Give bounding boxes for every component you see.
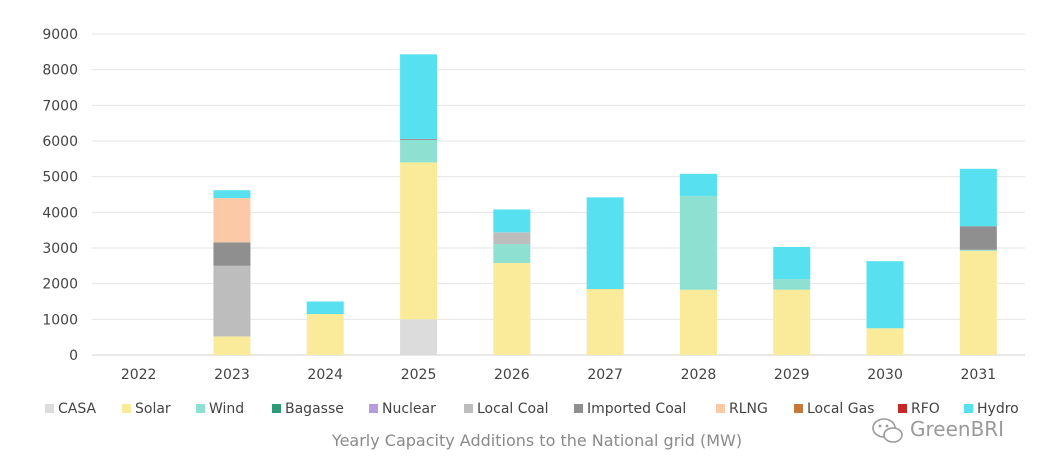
legend-label: RFO — [911, 401, 940, 417]
legend-swatch — [464, 404, 473, 413]
bar-segment-hydro-2023 — [213, 190, 251, 199]
legend-label: Local Coal — [477, 401, 549, 417]
legend: CASA Solar Wind Bagasse Nuclear Local Coal Imp… — [45, 401, 1019, 417]
y-tick-label: 9000 — [42, 27, 78, 43]
bar-segment-local-coal-2023 — [213, 265, 251, 337]
legend-swatch — [794, 404, 803, 413]
legend-label: RLNG — [729, 401, 768, 417]
bar-segment-solar-2024 — [306, 313, 344, 355]
legend-swatch — [45, 404, 54, 413]
legend-label: Imported Coal — [587, 401, 686, 417]
legend-swatch — [964, 404, 973, 413]
legend-swatch — [898, 404, 907, 413]
bar-segment-hydro-2027 — [586, 197, 624, 290]
bar-segment-solar-2023 — [213, 336, 251, 355]
y-tick-label: 8000 — [42, 63, 78, 79]
legend-swatch — [196, 404, 205, 413]
y-tick-label: 3000 — [42, 241, 78, 257]
x-axis-ticks: 2022 2023 2024 2025 2026 2027 2028 2029 2030 2031 — [121, 367, 996, 383]
bar-segment-hydro-2031 — [959, 168, 997, 227]
x-tick-label: 2023 — [214, 367, 250, 383]
bar-segment-solar-2031 — [959, 250, 997, 355]
legend-swatch — [122, 404, 131, 413]
x-tick-label: 2029 — [774, 367, 810, 383]
legend-label: Wind — [209, 401, 244, 417]
y-tick-label: 6000 — [42, 134, 78, 150]
bar-segment-solar-2027 — [586, 289, 624, 355]
x-tick-label: 2027 — [587, 367, 623, 383]
bar-segment-solar-2030 — [866, 328, 904, 355]
bar-segment-hydro-2029 — [773, 246, 811, 280]
y-tick-label: 0 — [69, 348, 78, 364]
chart-title: Yearly Capacity Additions to the Nationa… — [331, 431, 742, 450]
bar-segment-solar-2026 — [493, 262, 531, 355]
bar-segment-hydro-2028 — [679, 173, 717, 196]
bar-segment-wind-2026 — [493, 244, 531, 263]
bar-segment-hydro-2026 — [493, 209, 531, 233]
legend-label: Nuclear — [382, 401, 436, 417]
bar-segment-wind-2028 — [679, 195, 717, 290]
bar-segment-imported-coal-2023 — [213, 242, 251, 266]
bar-segment-solar-2028 — [679, 289, 717, 355]
y-tick-label: 5000 — [42, 170, 78, 186]
legend-swatch — [369, 404, 378, 413]
y-axis-ticks: 0 1000 2000 3000 4000 5000 6000 7000 8000 9000 — [42, 27, 78, 364]
x-tick-label: 2028 — [681, 367, 717, 383]
legend-swatch — [716, 404, 725, 413]
y-tick-label: 7000 — [42, 98, 78, 114]
x-tick-label: 2030 — [867, 367, 903, 383]
bar-segment-imported-coal-2031 — [959, 226, 997, 250]
legend-label: Local Gas — [807, 401, 874, 417]
bar-segment-rlng-2023 — [213, 198, 251, 243]
watermark-text: GreenBRI — [910, 417, 1004, 441]
legend-swatch — [574, 404, 583, 413]
bar-segment-hydro-2024 — [306, 301, 344, 314]
legend-label: Solar — [135, 401, 171, 417]
bar-segment-imported-coal-2025 — [400, 138, 438, 140]
x-tick-label: 2025 — [401, 367, 437, 383]
x-tick-label: 2026 — [494, 367, 530, 383]
bar-segment-wind-2029 — [773, 279, 811, 290]
x-tick-label: 2031 — [961, 367, 997, 383]
x-tick-label: 2022 — [121, 367, 157, 383]
bar-segment-hydro-2025 — [400, 54, 438, 139]
bars — [213, 54, 997, 355]
watermark: GreenBRI — [872, 417, 1004, 443]
bar-segment-local-coal-2026 — [493, 232, 531, 245]
legend-label: Hydro — [977, 401, 1019, 417]
bar-segment-wind-2031 — [959, 249, 997, 251]
bar-segment-solar-2025 — [400, 162, 438, 320]
y-tick-label: 4000 — [42, 205, 78, 221]
legend-label: Bagasse — [285, 401, 344, 417]
legend-swatch — [272, 404, 281, 413]
y-tick-label: 1000 — [42, 312, 78, 328]
wechat-icon — [872, 418, 903, 443]
x-tick-label: 2024 — [307, 367, 343, 383]
bar-segment-casa-2025 — [400, 319, 438, 355]
bar-segment-hydro-2030 — [866, 261, 904, 329]
bar-segment-wind-2025 — [400, 139, 438, 163]
y-tick-label: 2000 — [42, 277, 78, 293]
legend-label: CASA — [58, 401, 96, 417]
bar-segment-solar-2029 — [773, 289, 811, 355]
